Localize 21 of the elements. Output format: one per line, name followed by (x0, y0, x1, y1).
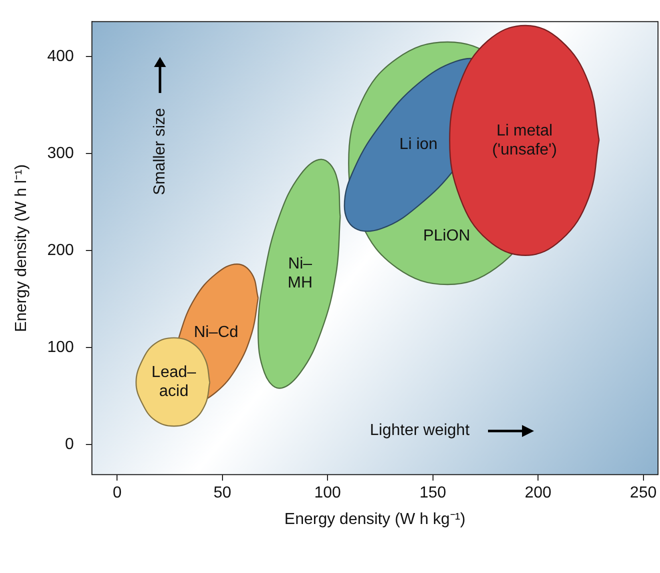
annotation: Lighter weight (370, 422, 470, 440)
y-tick-label: 100 (47, 338, 74, 356)
y-tick-label: 0 (64, 436, 74, 453)
x-tick-label: 200 (524, 484, 552, 502)
series-label: Ni–Cd (194, 324, 238, 342)
x-tick-label: 250 (630, 484, 657, 502)
y-tick-label: 400 (47, 48, 74, 65)
y-axis-title: Energy density (W h l⁻¹) (13, 164, 30, 332)
x-tick-label: 150 (419, 484, 446, 502)
x-tick-label: 0 (112, 484, 122, 502)
annotation: Smaller size (151, 108, 168, 196)
series-label: Li ion (399, 136, 438, 154)
y-tick-label: 300 (47, 144, 74, 162)
x-tick-label: 100 (314, 484, 342, 502)
series-label: Li metal ('unsafe') (492, 122, 557, 158)
y-tick-label: 200 (47, 242, 74, 259)
x-axis-title: Energy density (W h kg⁻¹) (284, 510, 466, 528)
series-label: PLiON (423, 227, 470, 244)
series-label: Ni– MH (288, 256, 313, 292)
x-tick-label: 50 (213, 484, 232, 502)
series-label: Lead– acid (152, 364, 196, 400)
